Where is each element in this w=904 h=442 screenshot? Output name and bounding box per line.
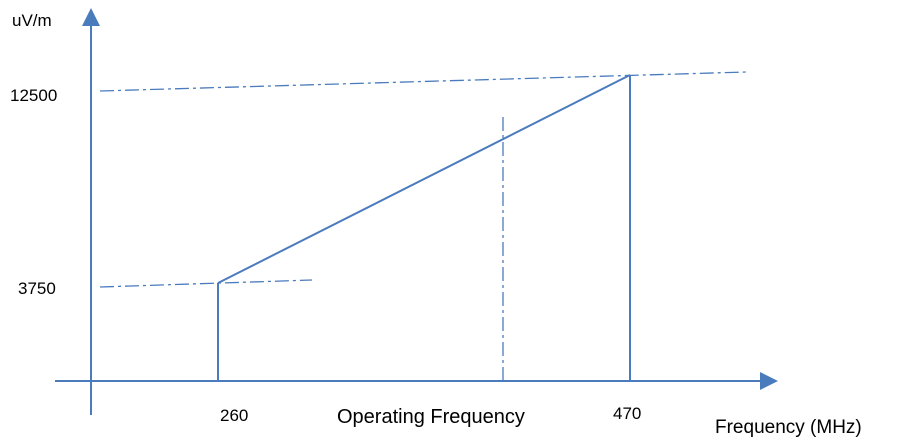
y-tick-label-low: 3750 (18, 279, 56, 298)
x-tick-label-low: 260 (220, 406, 248, 425)
operating-frequency-label: Operating Frequency (337, 406, 525, 428)
x-axis-arrow-icon (760, 372, 778, 390)
reference-line-high-value (99, 71, 747, 92)
y-axis-label: uV/m (12, 11, 52, 30)
series-line (217, 74, 631, 284)
reference-line-low-value (99, 279, 313, 288)
x-axis-label: Frequency (MHz) (715, 417, 862, 438)
y-tick-label-high: 12500 (10, 86, 57, 105)
x-tick-label-high: 470 (613, 404, 641, 423)
y-axis-arrow-icon (82, 8, 100, 26)
